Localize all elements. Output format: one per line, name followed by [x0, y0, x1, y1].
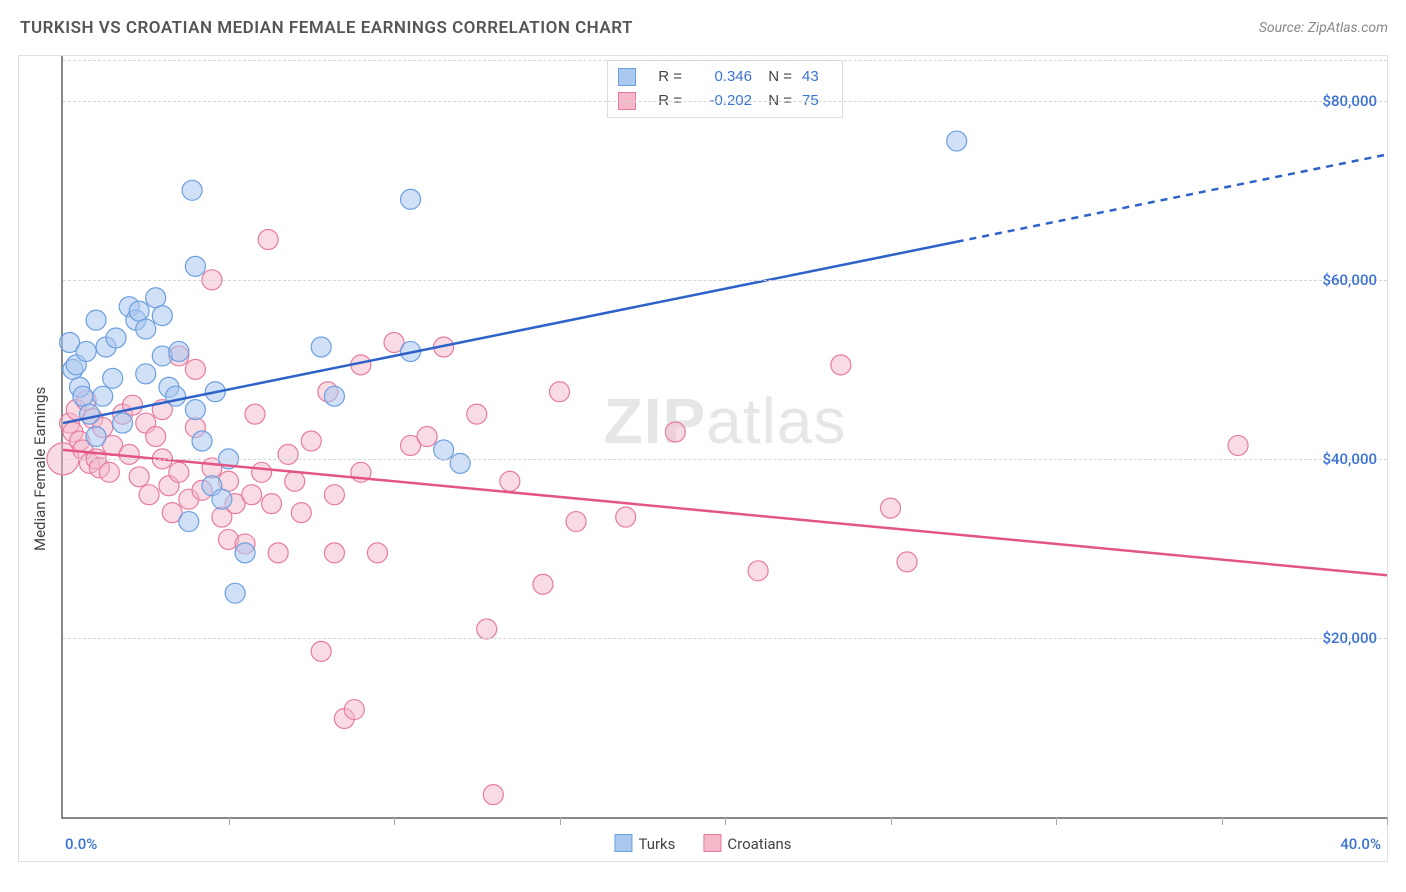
x-axis-start-label: 0.0%	[65, 835, 97, 853]
y-tick-label: $80,000	[1322, 92, 1377, 110]
plot-area: ZIPatlas R = 0.346 N = 43 R = -0.202 N =…	[61, 56, 1387, 819]
y-axis-label: Median Female Earnings	[31, 387, 49, 551]
y-tick-label: $40,000	[1322, 450, 1377, 468]
x-axis-end-label: 40.0%	[1340, 835, 1381, 853]
swatch-turks-icon	[614, 834, 632, 852]
chart-container: TURKISH VS CROATIAN MEDIAN FEMALE EARNIN…	[0, 0, 1406, 892]
legend-row-turks: R = 0.346 N = 43	[618, 65, 832, 89]
source-label: Source: ZipAtlas.com	[1259, 20, 1388, 36]
legend-item-turks: Turks	[614, 834, 675, 853]
series-legend: Turks Croatians	[614, 834, 791, 853]
y-tick-label: $60,000	[1322, 271, 1377, 289]
y-tick-label: $20,000	[1322, 629, 1377, 647]
chart-title: TURKISH VS CROATIAN MEDIAN FEMALE EARNIN…	[20, 18, 633, 38]
plot-svg	[63, 56, 1387, 817]
legend-item-croatians: Croatians	[703, 834, 791, 853]
chart-frame: Median Female Earnings ZIPatlas R = 0.34…	[18, 55, 1388, 862]
correlation-legend: R = 0.346 N = 43 R = -0.202 N = 75	[607, 60, 843, 118]
swatch-croatians-icon	[703, 834, 721, 852]
swatch-turks-icon	[618, 68, 636, 86]
